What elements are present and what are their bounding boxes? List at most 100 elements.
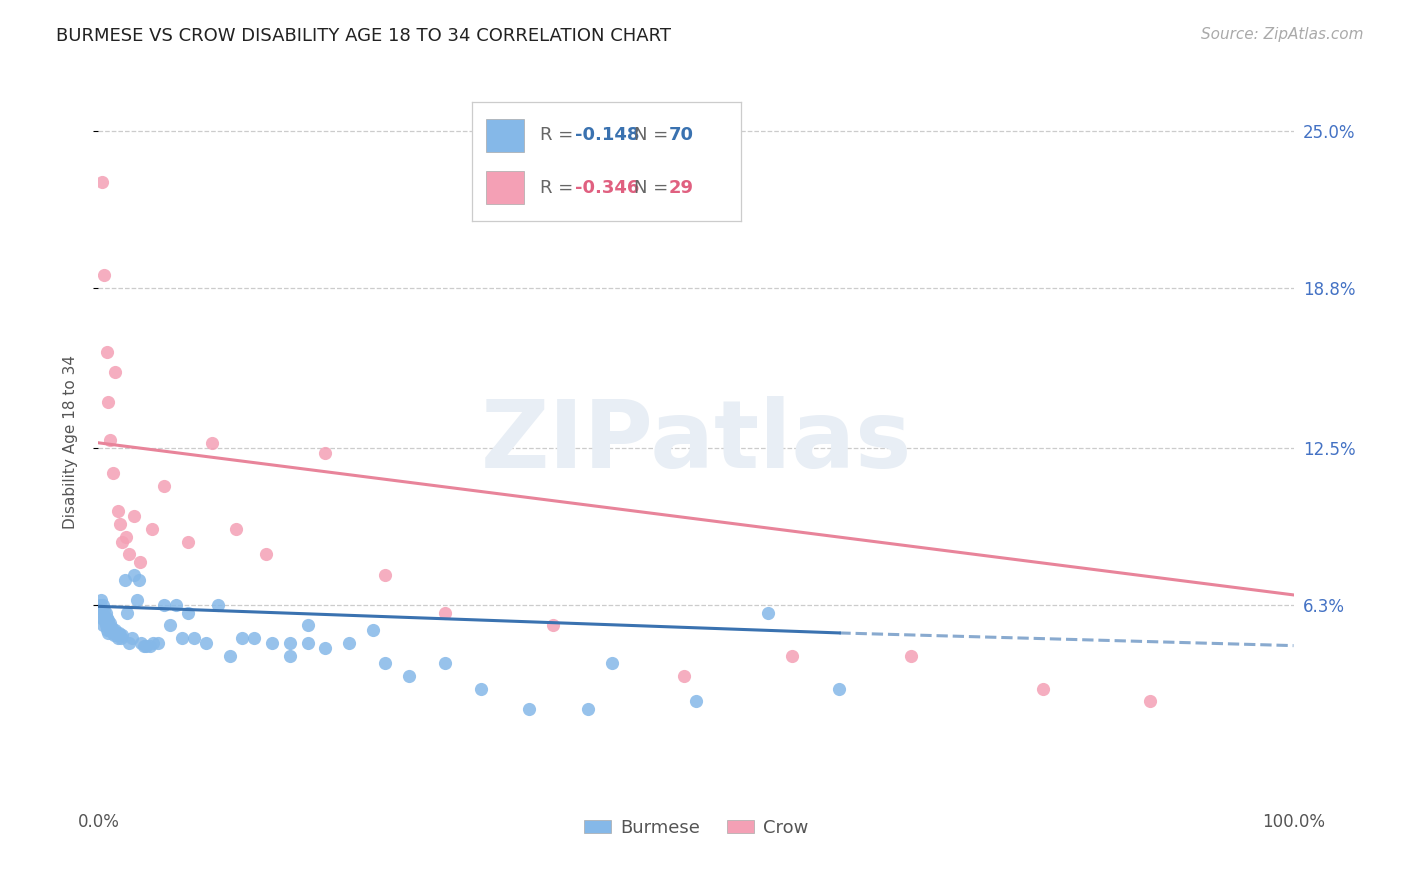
Point bbox=[111, 628, 134, 642]
Point bbox=[297, 636, 319, 650]
Point bbox=[101, 626, 124, 640]
Point bbox=[132, 639, 155, 653]
Point bbox=[91, 175, 114, 189]
Point bbox=[96, 624, 118, 638]
Point bbox=[100, 621, 122, 635]
Point bbox=[91, 606, 114, 620]
Point bbox=[602, 657, 624, 671]
Point bbox=[315, 641, 337, 656]
Point bbox=[118, 636, 141, 650]
Point bbox=[177, 534, 200, 549]
Point bbox=[128, 573, 150, 587]
Point bbox=[278, 636, 301, 650]
Point bbox=[434, 657, 457, 671]
Point bbox=[398, 669, 420, 683]
Point bbox=[153, 479, 176, 493]
Point bbox=[90, 593, 112, 607]
Point bbox=[114, 573, 136, 587]
Point bbox=[339, 636, 361, 650]
Point bbox=[125, 593, 148, 607]
Point bbox=[124, 567, 146, 582]
Point bbox=[177, 606, 200, 620]
Point bbox=[828, 681, 851, 696]
Point bbox=[363, 624, 385, 638]
Point bbox=[135, 639, 157, 653]
Point bbox=[141, 522, 163, 536]
Point bbox=[97, 395, 120, 409]
Point bbox=[121, 631, 143, 645]
Point bbox=[108, 628, 131, 642]
Point bbox=[225, 522, 247, 536]
Point bbox=[97, 626, 120, 640]
Point bbox=[107, 626, 129, 640]
Point bbox=[201, 435, 224, 450]
Point bbox=[96, 611, 118, 625]
Point bbox=[685, 694, 707, 708]
Point bbox=[124, 509, 146, 524]
Point bbox=[165, 598, 187, 612]
Point bbox=[207, 598, 229, 612]
Point bbox=[108, 516, 131, 531]
Point bbox=[243, 631, 266, 645]
Point bbox=[118, 547, 141, 561]
Point bbox=[297, 618, 319, 632]
Point bbox=[94, 606, 117, 620]
Point bbox=[183, 631, 205, 645]
Legend: Burmese, Crow: Burmese, Crow bbox=[576, 812, 815, 845]
Text: Source: ZipAtlas.com: Source: ZipAtlas.com bbox=[1201, 27, 1364, 42]
Point bbox=[107, 504, 129, 518]
Point bbox=[115, 530, 138, 544]
Point bbox=[98, 434, 122, 448]
Point bbox=[260, 636, 283, 650]
Point bbox=[104, 365, 127, 379]
Point bbox=[254, 547, 277, 561]
Point bbox=[153, 598, 176, 612]
Point bbox=[111, 534, 134, 549]
Point bbox=[374, 657, 396, 671]
Point bbox=[93, 603, 115, 617]
Point bbox=[1032, 681, 1054, 696]
Point bbox=[96, 344, 118, 359]
Text: BURMESE VS CROW DISABILITY AGE 18 TO 34 CORRELATION CHART: BURMESE VS CROW DISABILITY AGE 18 TO 34 … bbox=[56, 27, 671, 45]
Point bbox=[1139, 694, 1161, 708]
Point bbox=[97, 613, 120, 627]
Point bbox=[98, 615, 122, 630]
Point bbox=[470, 681, 492, 696]
Point bbox=[107, 631, 129, 645]
Point bbox=[89, 598, 111, 612]
Point bbox=[434, 606, 457, 620]
Point bbox=[900, 648, 922, 663]
Point bbox=[139, 639, 162, 653]
Point bbox=[91, 598, 114, 612]
Point bbox=[105, 626, 128, 640]
Point bbox=[219, 648, 242, 663]
Point bbox=[780, 648, 803, 663]
Point bbox=[231, 631, 253, 645]
Point bbox=[90, 600, 112, 615]
Point bbox=[756, 606, 779, 620]
Point bbox=[172, 631, 194, 645]
Point bbox=[315, 446, 337, 460]
Point bbox=[278, 648, 301, 663]
Point bbox=[541, 618, 564, 632]
Text: ZIPatlas: ZIPatlas bbox=[481, 395, 911, 488]
Point bbox=[93, 268, 115, 283]
Point bbox=[131, 636, 153, 650]
Point bbox=[104, 624, 127, 638]
Point bbox=[673, 669, 696, 683]
Point bbox=[374, 567, 396, 582]
Point bbox=[129, 555, 152, 569]
Point bbox=[110, 631, 132, 645]
Point bbox=[142, 636, 165, 650]
Point bbox=[91, 618, 114, 632]
Point bbox=[103, 628, 125, 642]
Point bbox=[93, 613, 115, 627]
Y-axis label: Disability Age 18 to 34: Disability Age 18 to 34 bbox=[63, 354, 77, 529]
Point bbox=[159, 618, 181, 632]
Point bbox=[115, 606, 138, 620]
Point bbox=[578, 702, 600, 716]
Point bbox=[148, 636, 170, 650]
Point bbox=[98, 618, 121, 632]
Point bbox=[195, 636, 218, 650]
Point bbox=[98, 624, 122, 638]
